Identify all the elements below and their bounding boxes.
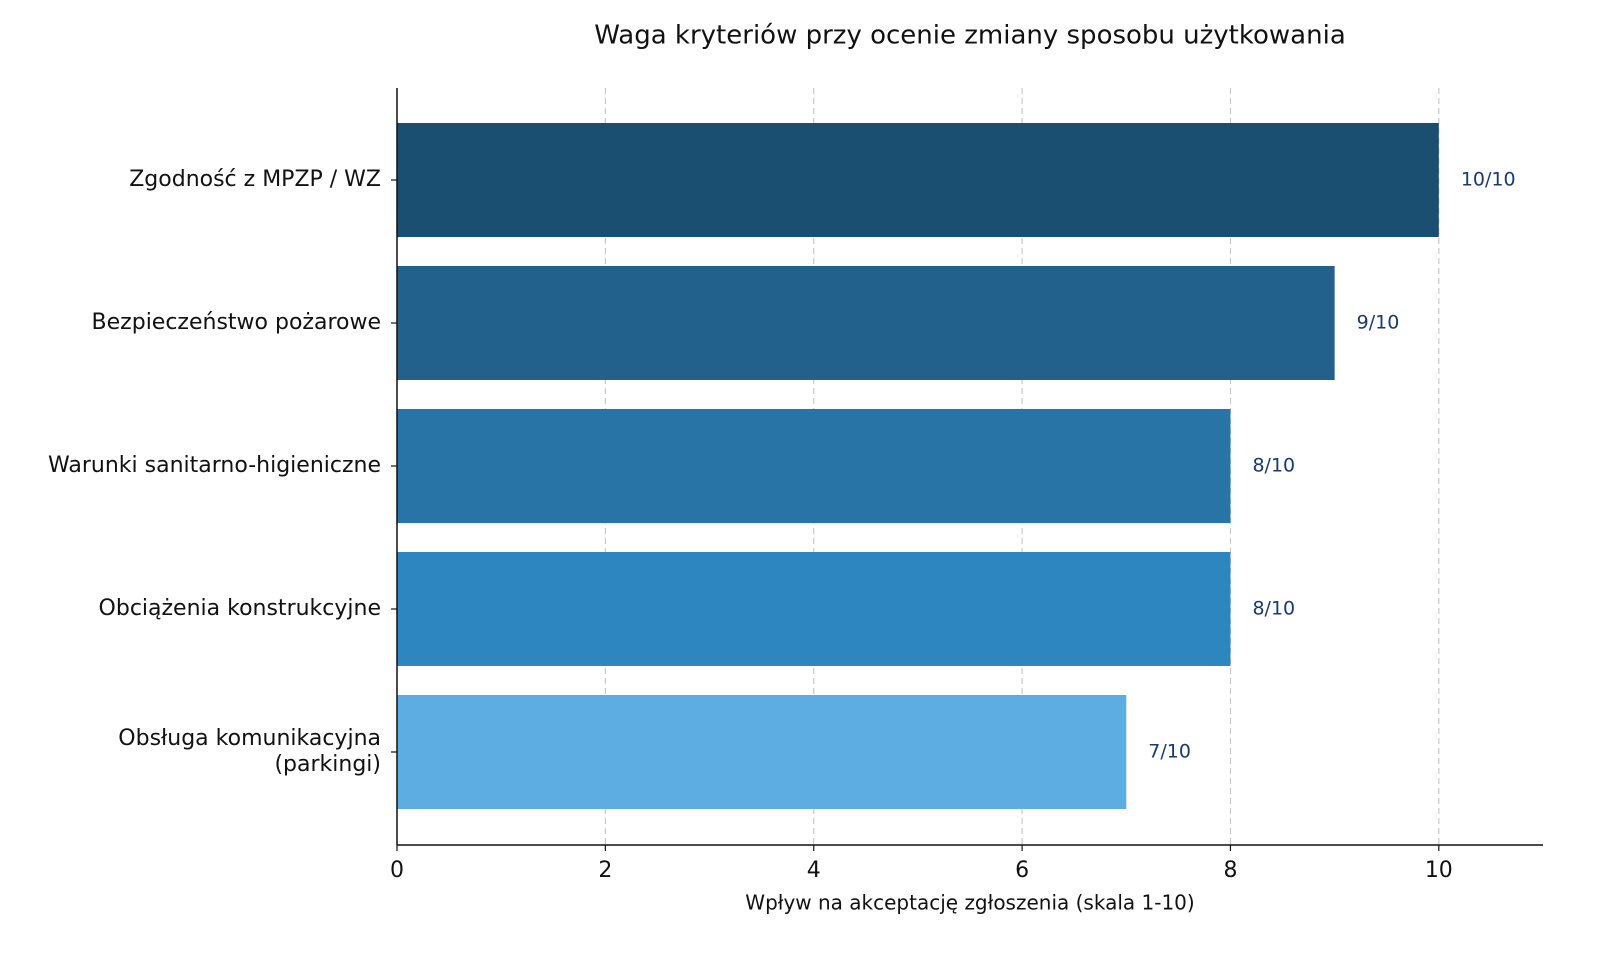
y-tick-label: Zgodność z MPZP / WZ (129, 167, 381, 192)
x-axis-label: Wpływ na akceptację zgłoszenia (skala 1-… (745, 891, 1194, 915)
y-tick-label: Bezpieczeństwo pożarowe (91, 310, 381, 335)
y-tick-label: Obsługa komunikacyjna (parkingi) (118, 726, 381, 777)
value-label: 10/10 (1461, 169, 1516, 191)
bar (397, 409, 1231, 523)
value-label: 7/10 (1148, 741, 1191, 763)
x-tick-label: 0 (390, 858, 404, 883)
x-tick-label: 8 (1223, 858, 1237, 883)
chart-title: Waga kryteriów przy ocenie zmiany sposob… (594, 21, 1346, 51)
bar (397, 695, 1127, 809)
value-label: 8/10 (1252, 455, 1295, 477)
x-tick-label: 2 (598, 858, 612, 883)
bar (397, 552, 1231, 666)
y-tick-label: Warunki sanitarno-higieniczne (48, 453, 381, 478)
x-tick-label: 6 (1015, 858, 1029, 883)
y-tick-label: Obciążenia konstrukcyjne (98, 596, 381, 621)
bar (397, 266, 1335, 380)
bar (397, 123, 1439, 237)
value-label: 8/10 (1252, 598, 1295, 620)
value-label: 9/10 (1357, 312, 1400, 334)
x-tick-label: 4 (807, 858, 821, 883)
x-tick-label: 10 (1425, 858, 1453, 883)
